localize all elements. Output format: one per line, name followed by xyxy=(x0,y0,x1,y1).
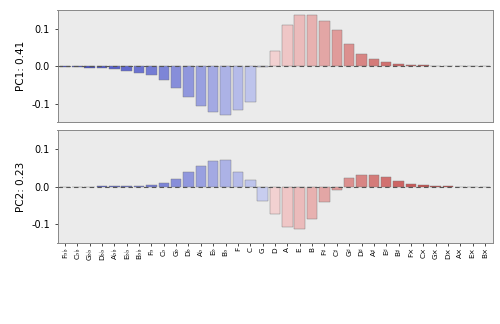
Bar xyxy=(109,186,120,187)
Bar xyxy=(332,187,342,191)
Y-axis label: PC2: 0.23: PC2: 0.23 xyxy=(16,162,26,212)
Bar xyxy=(245,66,256,102)
Bar xyxy=(307,15,318,66)
Bar xyxy=(171,179,181,187)
Bar xyxy=(344,179,354,187)
Y-axis label: PC1: 0.41: PC1: 0.41 xyxy=(16,41,26,91)
Bar xyxy=(196,66,206,106)
Bar xyxy=(282,25,292,66)
Bar xyxy=(171,66,181,88)
Bar xyxy=(258,187,268,201)
Bar xyxy=(294,187,305,229)
Bar xyxy=(270,187,280,214)
Bar xyxy=(332,30,342,66)
Bar xyxy=(368,175,379,187)
Bar xyxy=(122,186,132,187)
Bar xyxy=(158,183,169,187)
Bar xyxy=(418,185,428,187)
Bar xyxy=(96,186,107,187)
Bar xyxy=(319,21,330,66)
Bar xyxy=(196,166,206,187)
Bar xyxy=(208,66,218,112)
Bar xyxy=(60,66,70,67)
Bar xyxy=(146,66,156,75)
Bar xyxy=(232,172,243,187)
Bar xyxy=(146,185,156,187)
Bar xyxy=(406,65,416,66)
Bar xyxy=(319,187,330,202)
Bar xyxy=(232,66,243,110)
Bar xyxy=(134,66,144,73)
Bar xyxy=(72,66,83,67)
Bar xyxy=(84,66,95,68)
Bar xyxy=(245,180,256,187)
Bar xyxy=(294,15,305,66)
Bar xyxy=(270,51,280,66)
Bar xyxy=(344,44,354,66)
Bar xyxy=(418,65,428,66)
Bar xyxy=(183,172,194,187)
Bar xyxy=(394,181,404,187)
Bar xyxy=(381,62,392,66)
Bar xyxy=(443,186,454,187)
Bar xyxy=(258,66,268,67)
Bar xyxy=(220,66,231,115)
Bar xyxy=(356,54,367,66)
Bar xyxy=(356,175,367,187)
Bar xyxy=(406,184,416,187)
Bar xyxy=(307,187,318,219)
Bar xyxy=(158,66,169,80)
Bar xyxy=(122,66,132,71)
Bar xyxy=(394,64,404,66)
Bar xyxy=(368,59,379,66)
Bar xyxy=(282,187,292,227)
Bar xyxy=(134,186,144,187)
Bar xyxy=(208,161,218,187)
Bar xyxy=(381,177,392,187)
Bar xyxy=(183,66,194,97)
Bar xyxy=(220,160,231,187)
Bar xyxy=(430,186,441,187)
Bar xyxy=(109,66,120,69)
Bar xyxy=(96,66,107,68)
